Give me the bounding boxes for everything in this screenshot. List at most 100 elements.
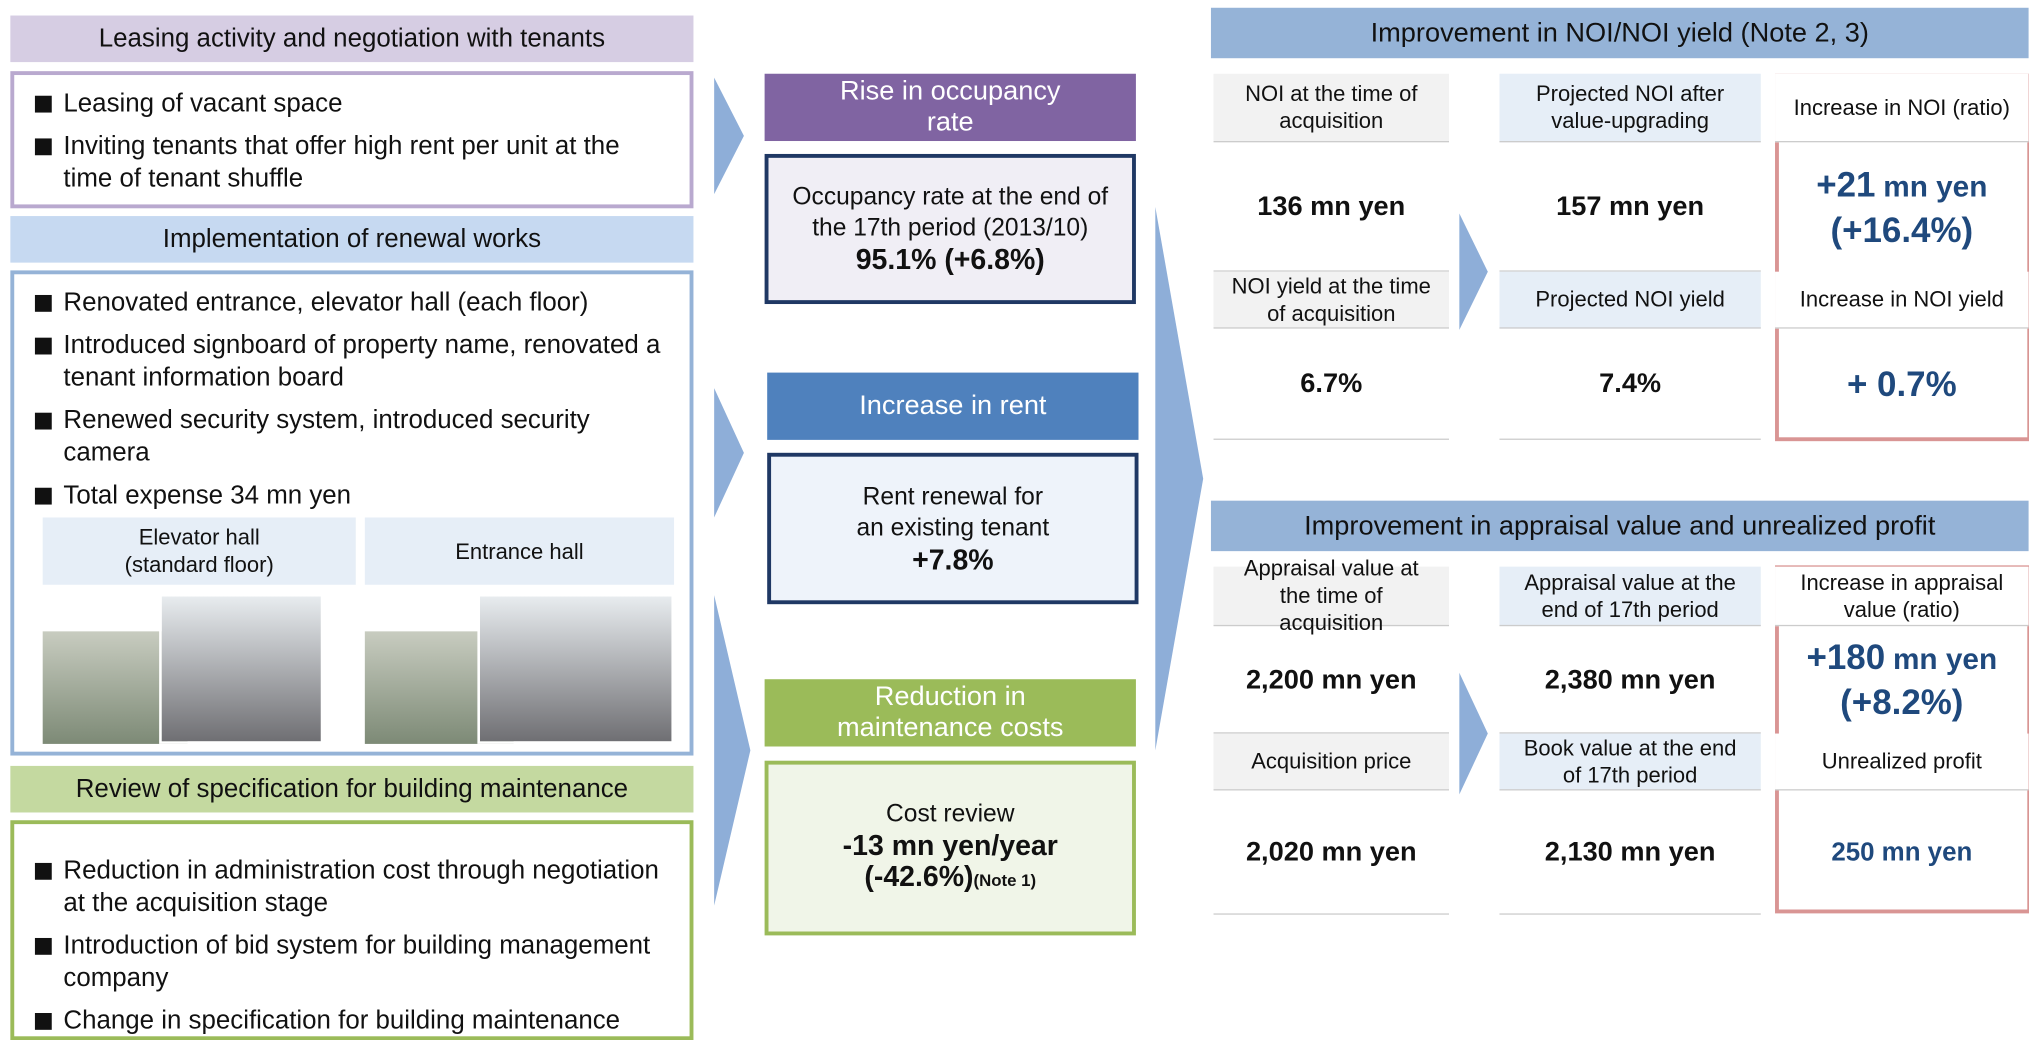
box-value: -13 mn yen/year bbox=[842, 829, 1058, 862]
box: Occupancy rate at the end of the 17th pe… bbox=[764, 153, 1136, 305]
arrow bbox=[714, 77, 744, 195]
section-box: Reduction in administration cost through… bbox=[10, 820, 694, 1040]
photo-caption: Entrance hall bbox=[364, 517, 675, 585]
value-text: 6.7% bbox=[1300, 368, 1363, 399]
bullet-item: Change in specification for building mai… bbox=[30, 1005, 674, 1037]
bullet bbox=[34, 412, 52, 430]
cell-value: 136 mn yen bbox=[1213, 142, 1449, 272]
bullet-item: Renewed security system, introduced secu… bbox=[30, 405, 674, 470]
note: (Note 1) bbox=[973, 870, 1037, 891]
cell-value: 2,200 mn yen bbox=[1213, 626, 1449, 734]
bullet bbox=[34, 862, 52, 880]
item-text: Reduction in administration cost through… bbox=[63, 856, 659, 918]
cell-value: +180 mn yen (+8.2%) bbox=[1775, 626, 2029, 733]
value-text: + 0.7% bbox=[1846, 364, 1957, 404]
bullet-item: Renovated entrance, elevator hall (each … bbox=[30, 287, 674, 319]
cell-value: 2,020 mn yen bbox=[1213, 790, 1449, 915]
panel-title: Improvement in NOI/NOI yield (Note 2, 3) bbox=[1210, 7, 2029, 59]
item-text: Change in specification for building mai… bbox=[63, 1006, 621, 1035]
bullet-item: Leasing of vacant space bbox=[30, 88, 674, 120]
item-text: Introduced signboard of property name, r… bbox=[63, 331, 661, 393]
cell-label: Appraisal value at the end of 17th perio… bbox=[1499, 566, 1761, 627]
box: Cost review -13 mn yen/year (-42.6%)(Note … bbox=[764, 760, 1136, 936]
cell-value: 2,380 mn yen bbox=[1499, 626, 1761, 734]
cell-label: NOI yield at the time of acquisition bbox=[1213, 271, 1449, 329]
photo bbox=[477, 593, 675, 744]
cell-value: 7.4% bbox=[1499, 329, 1761, 440]
item-text: Renovated entrance, elevator hall (each … bbox=[63, 288, 589, 317]
value-text: 7.4% bbox=[1599, 368, 1662, 399]
bullet bbox=[34, 294, 52, 312]
bullet bbox=[34, 1013, 52, 1030]
cell-value: 6.7% bbox=[1213, 329, 1449, 440]
value-num: +21 bbox=[1816, 164, 1876, 204]
cell-label: Increase in appraisal value (ratio) bbox=[1775, 566, 2029, 627]
box-text: Occupancy rate at the end of the 17th pe… bbox=[792, 183, 1109, 242]
box-value-row: (-42.6%)(Note 1) bbox=[864, 860, 1037, 897]
cell-value: +21 mn yen (+16.4%) bbox=[1775, 142, 2029, 271]
value-text: 2,200 mn yen bbox=[1245, 664, 1417, 695]
cell-value: 250 mn yen bbox=[1775, 790, 2029, 914]
box-text: Rent renewal for an existing tenant bbox=[856, 483, 1050, 542]
item-text: Total expense 34 mn yen bbox=[63, 481, 352, 510]
panel-title: Improvement in appraisal value and unrea… bbox=[1210, 500, 2029, 552]
box-text: Cost review bbox=[886, 800, 1015, 828]
box-value: +7.8% bbox=[912, 542, 994, 576]
cell-label: Increase in NOI (ratio) bbox=[1775, 73, 2029, 143]
box-value: (-42.6%) bbox=[864, 860, 974, 893]
photo bbox=[159, 593, 324, 744]
bullet-item: Reduction in administration cost through… bbox=[30, 855, 674, 920]
value-text: 157 mn yen bbox=[1556, 191, 1705, 222]
bullet-item: Inviting tenants that offer high rent pe… bbox=[30, 131, 674, 196]
arrow bbox=[1459, 672, 1488, 795]
photo-caption: Elevator hall (standard floor) bbox=[42, 517, 356, 585]
box: Rent renewal for an existing tenant +7.8% bbox=[767, 452, 1139, 605]
arrow bbox=[1459, 213, 1488, 330]
value-text: 250 mn yen bbox=[1831, 838, 1973, 867]
bullet-item: Total expense 34 mn yen bbox=[30, 480, 674, 512]
item-text: Introduction of bid system for building … bbox=[63, 931, 651, 993]
value-row: +180 mn yen bbox=[1806, 635, 1997, 680]
bullet bbox=[34, 937, 52, 955]
cell-label: Book value at the end of 17th period bbox=[1499, 733, 1761, 791]
bullet-item: Introduction of bid system for building … bbox=[30, 930, 674, 995]
section-title: Review of specification for building mai… bbox=[10, 765, 694, 813]
item-text: Leasing of vacant space bbox=[63, 89, 343, 118]
cell-value: + 0.7% bbox=[1775, 329, 2029, 440]
cell-label: NOI at the time of acquisition bbox=[1213, 73, 1449, 143]
value-sub: (+8.2%) bbox=[1840, 683, 1964, 722]
arrow bbox=[714, 388, 744, 518]
section-title: Implementation of renewal works bbox=[10, 216, 694, 263]
value-row: +21 mn yen bbox=[1816, 162, 1987, 207]
box-value: 95.1% (+6.8%) bbox=[855, 243, 1045, 276]
section-title: Leasing activity and negotiation with te… bbox=[10, 15, 694, 63]
value-text: 2,380 mn yen bbox=[1544, 664, 1716, 695]
value-text: 2,020 mn yen bbox=[1245, 837, 1417, 867]
value-unit: mn yen bbox=[1892, 641, 1998, 676]
cell-label: Increase in NOI yield bbox=[1775, 271, 2029, 329]
cell-label: Projected NOI yield bbox=[1499, 271, 1761, 329]
bullet bbox=[34, 138, 52, 156]
item-text: Inviting tenants that offer high rent pe… bbox=[63, 131, 620, 193]
bullet bbox=[34, 95, 52, 113]
value-sub: (+16.4%) bbox=[1830, 210, 1974, 250]
cell-value: 157 mn yen bbox=[1499, 142, 1761, 272]
section-box: Leasing of vacant space Inviting tenants … bbox=[10, 71, 694, 209]
item-text: Renewed security system, introduced secu… bbox=[63, 406, 590, 468]
cell-label: Unrealized profit bbox=[1775, 733, 2029, 791]
cell-label: Acquisition price bbox=[1213, 733, 1449, 791]
bullet bbox=[34, 487, 52, 505]
bullet bbox=[34, 337, 52, 355]
value-unit: mn yen bbox=[1883, 168, 1988, 203]
value-num: +180 bbox=[1806, 637, 1886, 677]
box-title: Reduction in maintenance costs bbox=[764, 679, 1136, 747]
cell-label: Appraisal value at the time of acquisiti… bbox=[1213, 556, 1449, 635]
arrow bbox=[1155, 207, 1204, 751]
value-text: 2,130 mn yen bbox=[1544, 837, 1716, 867]
cell-value: 2,130 mn yen bbox=[1499, 790, 1761, 915]
value-text: 136 mn yen bbox=[1257, 191, 1406, 222]
box-title: Increase in rent bbox=[767, 372, 1139, 440]
